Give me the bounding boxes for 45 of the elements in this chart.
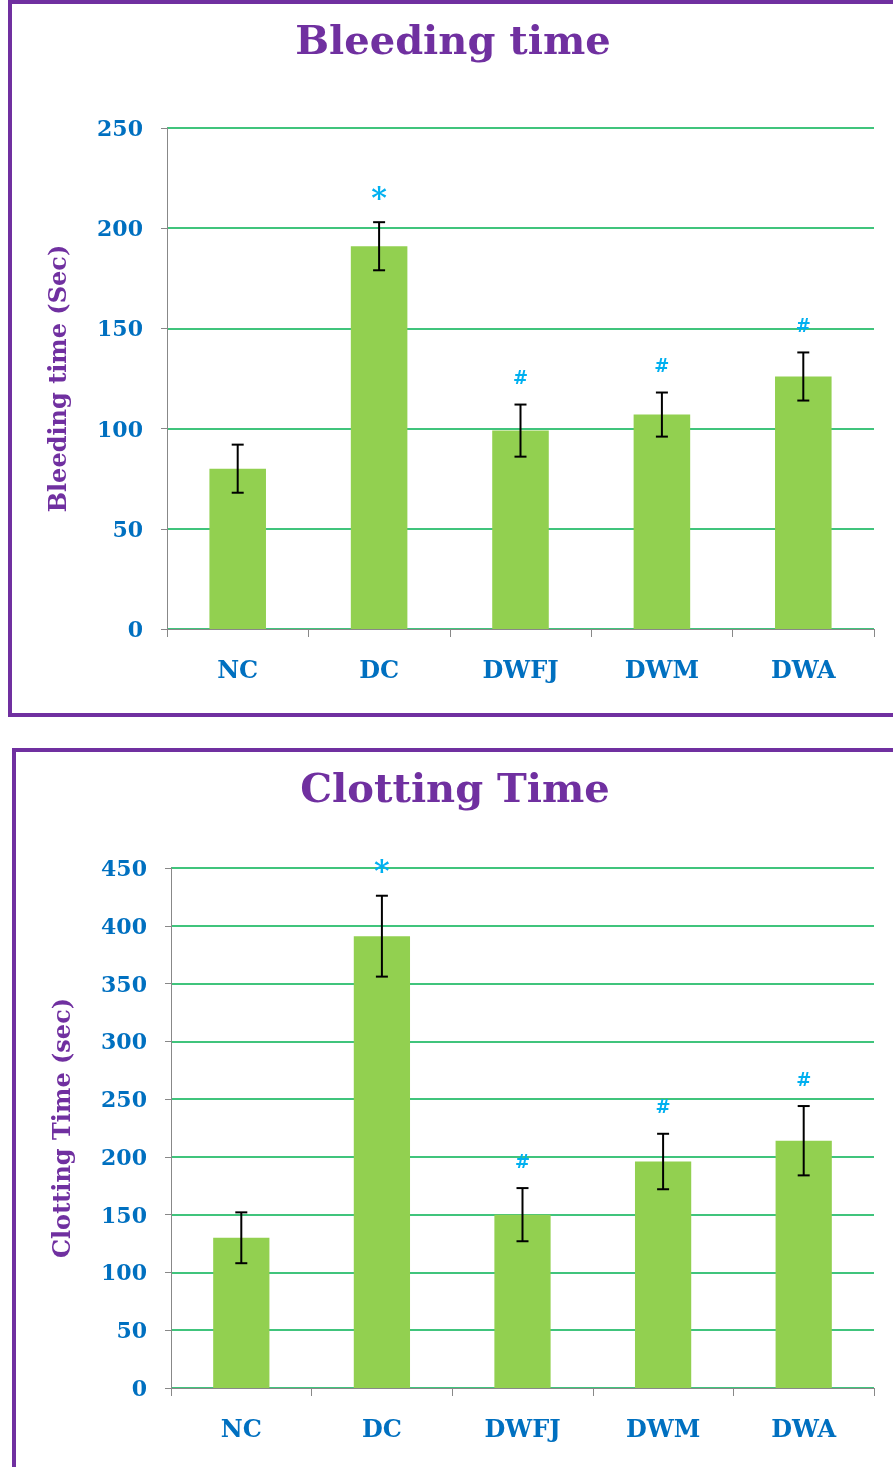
y-tick-label: 200: [101, 1143, 147, 1170]
y-tick-label: 0: [131, 1375, 147, 1401]
x-tick-label: NC: [217, 654, 259, 684]
y-tick-label: 350: [101, 970, 147, 997]
bar: [633, 414, 691, 629]
y-tick-label: 100: [97, 415, 143, 442]
x-tick-label: DC: [361, 1413, 402, 1443]
x-tick-label: NC: [220, 1413, 262, 1443]
x-tick-label: DWFJ: [482, 654, 559, 684]
y-tick-label: 300: [101, 1028, 147, 1055]
y-tick-label: 50: [112, 515, 143, 542]
annotation: #: [654, 355, 670, 377]
bar: [353, 936, 411, 1388]
chart-title: Bleeding time: [295, 15, 611, 63]
x-tick-label: DC: [359, 654, 400, 684]
chart-title: Clotting Time: [300, 763, 610, 811]
y-tick-label: 150: [101, 1201, 147, 1228]
x-tick-label: DWFJ: [484, 1413, 561, 1443]
x-tick-label: DWA: [770, 654, 837, 684]
y-axis-title: Bleeding time (Sec): [42, 244, 72, 513]
bar: [634, 1161, 692, 1388]
annotation: #: [796, 1068, 812, 1090]
y-tick-label: 200: [97, 215, 143, 242]
annotation: *: [371, 179, 388, 215]
annotation: #: [655, 1096, 671, 1118]
bar: [494, 1214, 551, 1388]
bar: [492, 430, 549, 629]
y-tick-label: 0: [127, 616, 143, 642]
bar: [209, 468, 266, 629]
y-tick-label: 150: [97, 315, 143, 342]
y-tick-label: 450: [101, 855, 147, 881]
x-tick-label: DWA: [771, 1413, 837, 1443]
y-tick-label: 250: [97, 115, 143, 141]
bar: [775, 1140, 832, 1388]
x-tick-label: DWM: [625, 1413, 701, 1443]
y-tick-label: 250: [101, 1086, 147, 1113]
y-tick-label: 100: [101, 1259, 147, 1286]
y-tick-label: 50: [116, 1317, 147, 1344]
x-tick-label: DWM: [624, 654, 700, 684]
bar: [775, 376, 832, 629]
bar: [213, 1237, 270, 1388]
y-tick-label: 400: [101, 912, 147, 939]
bar: [350, 246, 408, 629]
annotation: #: [512, 367, 529, 389]
y-axis-title: Clotting Time (sec): [46, 997, 76, 1259]
